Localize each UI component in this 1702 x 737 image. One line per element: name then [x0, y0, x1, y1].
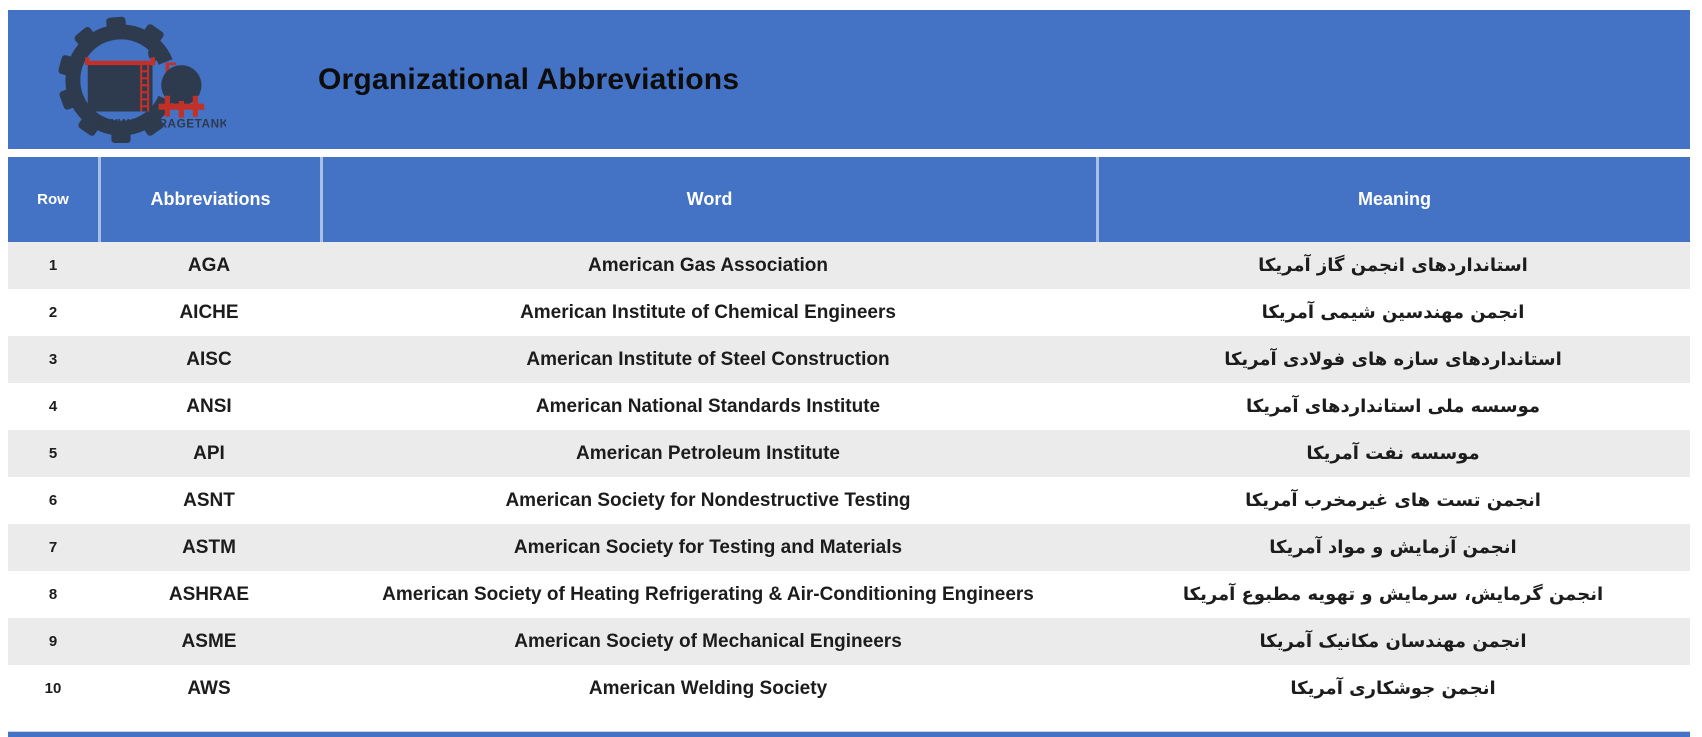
meaning-cell: انجمن آزمایش و مواد آمریکا: [1269, 537, 1517, 558]
word-text: American Petroleum Institute: [576, 442, 840, 464]
row-number-cell: 7: [48, 539, 58, 556]
abbreviation-cell: ASNT: [183, 489, 235, 511]
meaning-cell: استانداردهای سازه های فولادی آمریکا: [1224, 349, 1562, 370]
table-row: 8 ASHRAE American Society of Heating Ref…: [8, 571, 1690, 618]
meaning-cell: انجمن گرمایش، سرمایش و تهویه مطبوع آمریک…: [1182, 584, 1604, 605]
table-row: 1 AGA American Gas Association استاندارد…: [8, 242, 1690, 289]
table-header-row: Row Abbreviations Word Meaning: [8, 157, 1690, 242]
word-text: American Institute of Chemical Engineers: [520, 301, 896, 323]
column-header-row: Row: [37, 191, 69, 208]
abbreviation-cell: ANSI: [186, 395, 232, 417]
word-text: American Society for Nondestructive Test…: [505, 489, 911, 511]
abbreviation-cell: AWS: [187, 677, 231, 699]
meaning-cell: انجمن مهندسان مکانیک آمریکا: [1259, 631, 1527, 652]
row-number-cell: 6: [48, 492, 58, 509]
table-row: 4 ANSI American National Standards Insti…: [8, 383, 1690, 430]
word-cell: American Welding Society: [320, 665, 1096, 712]
word-cell: American Society for Nondestructive Test…: [320, 477, 1096, 524]
meaning-cell: استانداردهای انجمن گاز آمریکا: [1258, 255, 1528, 276]
abbreviation-cell: ASTM: [182, 536, 236, 558]
table-body: 1 AGA American Gas Association استاندارد…: [8, 242, 1690, 712]
table-row: 3 AISC American Institute of Steel Const…: [8, 336, 1690, 383]
table-row: 5 API American Petroleum Institute موسسه…: [8, 430, 1690, 477]
gear-tanks-logo-icon: WWW.STORAGETANKS.ME: [58, 16, 226, 143]
meaning-cell: موسسه ملی استانداردهای آمریکا: [1246, 396, 1541, 417]
column-header-word: Word: [320, 157, 1096, 242]
word-cell: American Society of Heating Refrigeratin…: [320, 571, 1096, 618]
column-header-meaning: Meaning: [1096, 157, 1690, 242]
column-header-abbreviations: Abbreviations: [98, 157, 320, 242]
word-text: American Gas Association: [587, 254, 829, 276]
storage-tanks-logo: WWW.STORAGETANKS.ME: [44, 14, 226, 146]
row-number-cell: 3: [48, 351, 58, 368]
abbreviation-cell: API: [193, 442, 225, 464]
word-text: American Welding Society: [588, 677, 828, 699]
meaning-cell: انجمن جوشکاری آمریکا: [1290, 678, 1496, 699]
row-number-cell: 5: [48, 445, 58, 462]
row-number-cell: 2: [48, 304, 58, 321]
word-text: American National Standards Institute: [535, 395, 881, 417]
word-cell: American Gas Association: [320, 242, 1096, 289]
meaning-cell: انجمن تست های غیرمخرب آمریکا: [1245, 490, 1541, 511]
word-cell: American Society of Mechanical Engineers: [320, 618, 1096, 665]
abbreviation-cell: ASHRAE: [168, 583, 250, 605]
word-cell: American National Standards Institute: [320, 383, 1096, 430]
page-title: Organizational Abbreviations: [318, 62, 740, 96]
row-number-cell: 4: [48, 398, 58, 415]
abbreviation-cell: ASME: [181, 630, 237, 652]
word-cell: American Institute of Chemical Engineers: [320, 289, 1096, 336]
word-text: American Society for Testing and Materia…: [513, 536, 903, 558]
word-cell: American Institute of Steel Construction: [320, 336, 1096, 383]
word-text: American Society of Heating Refrigeratin…: [382, 583, 1034, 605]
table-row: 7 ASTM American Society for Testing and …: [8, 524, 1690, 571]
meaning-cell: انجمن مهندسین شیمی آمریکا: [1261, 302, 1525, 323]
word-text: American Institute of Steel Construction: [526, 348, 890, 370]
abbreviations-table: Row Abbreviations Word Meaning 1 AGA Ame…: [8, 157, 1690, 712]
row-number-cell: 10: [44, 680, 62, 697]
bottom-cutoff-band: [8, 731, 1690, 737]
table-row: 6 ASNT American Society for Nondestructi…: [8, 477, 1690, 524]
row-number-cell: 9: [48, 633, 58, 650]
abbreviation-cell: AICHE: [179, 301, 239, 323]
row-number-cell: 8: [48, 586, 58, 603]
abbreviation-cell: AISC: [186, 348, 232, 370]
row-number-cell: 1: [48, 257, 58, 274]
word-cell: American Petroleum Institute: [320, 430, 1096, 477]
logo-url-text: WWW.STORAGETANKS.ME: [95, 116, 226, 130]
table-row: 2 AICHE American Institute of Chemical E…: [8, 289, 1690, 336]
abbreviation-cell: AGA: [187, 254, 231, 276]
meaning-cell: موسسه نفت آمریکا: [1306, 443, 1480, 464]
title-banner: WWW.STORAGETANKS.ME Organizational Abbre…: [8, 10, 1690, 149]
word-cell: American Society for Testing and Materia…: [320, 524, 1096, 571]
word-text: American Society of Mechanical Engineers: [514, 630, 902, 652]
table-row: 9 ASME American Society of Mechanical En…: [8, 618, 1690, 665]
table-row: 10 AWS American Welding Society انجمن جو…: [8, 665, 1690, 712]
